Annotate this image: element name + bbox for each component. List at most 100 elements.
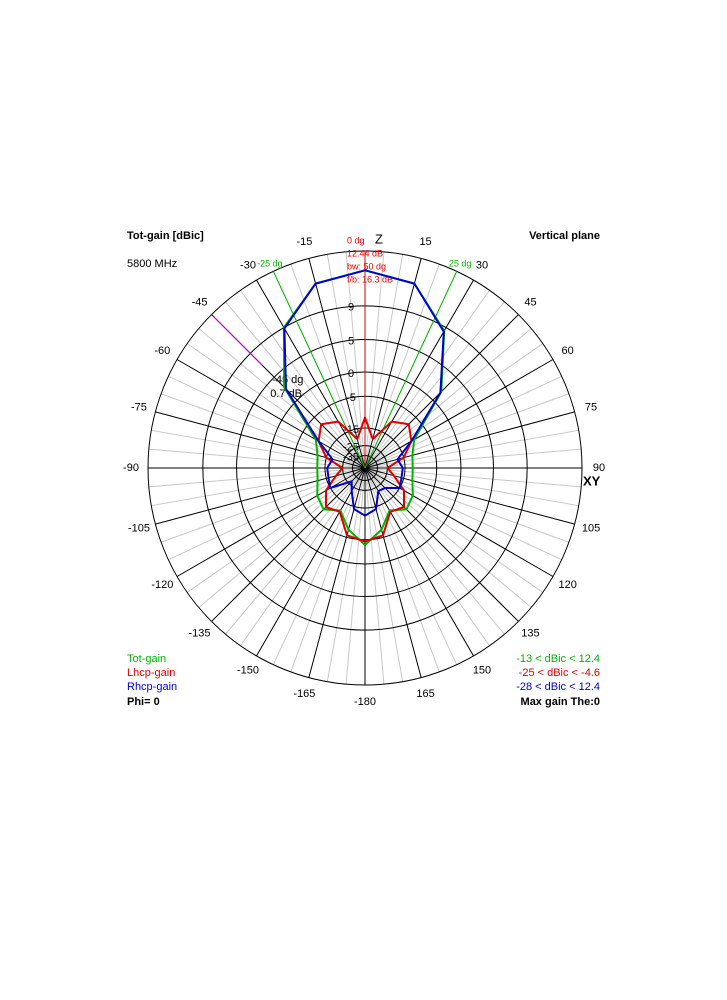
spoke <box>364 411 575 469</box>
r-tick-label: 9 <box>348 302 354 314</box>
r-tick-label: 5 <box>348 335 354 347</box>
legend-entry: Tot-gain <box>127 653 166 665</box>
minor-spoke <box>225 467 366 635</box>
max-gain-annotation: bw: 50 dg <box>347 261 386 271</box>
r-tick-label: -35 <box>343 451 359 463</box>
spoke <box>364 279 474 469</box>
beam-edge-label: 25 dg <box>449 258 472 268</box>
theta-tick-label: 45 <box>524 296 536 308</box>
minor-spoke <box>186 343 366 469</box>
minor-spoke <box>168 467 366 561</box>
minor-spoke <box>272 467 366 665</box>
theta-tick-label: -15 <box>296 236 312 248</box>
spoke <box>155 467 366 525</box>
max-gain-annotation: 0 dg <box>347 235 365 245</box>
minor-spoke <box>364 467 582 488</box>
minor-spoke <box>364 343 544 469</box>
minor-spoke <box>364 393 570 469</box>
legend-entry: Rhcp-gain <box>127 681 177 693</box>
plane-label: Vertical plane <box>529 230 600 242</box>
spoke <box>364 359 554 469</box>
spoke <box>308 467 366 678</box>
max-gain-annotation: f/b: 16.3 dB <box>347 274 393 284</box>
range-label: -13 < dBic < 12.4 <box>516 653 600 665</box>
minor-spoke <box>364 251 385 469</box>
minor-spoke <box>225 301 366 469</box>
minor-spoke <box>364 467 570 543</box>
minor-spoke <box>364 467 458 665</box>
minor-spoke <box>364 289 490 469</box>
beam-edge-label: -25 dg <box>257 258 283 268</box>
minor-spoke <box>364 328 532 469</box>
range-label: -28 < dBic < 12.4 <box>516 681 600 693</box>
minor-spoke <box>240 289 366 469</box>
spoke <box>256 279 366 469</box>
spoke <box>155 411 366 469</box>
minor-spoke <box>240 467 366 647</box>
spoke <box>364 467 554 577</box>
minor-spoke <box>364 467 385 685</box>
theta-tick-label: -60 <box>154 345 170 357</box>
spoke <box>364 467 474 657</box>
spoke <box>308 258 366 469</box>
chart-title: Tot-gain [dBic] <box>127 230 204 242</box>
spoke <box>256 467 366 657</box>
theta-tick-label: 15 <box>419 236 431 248</box>
beam-edge-line <box>272 271 366 469</box>
minor-spoke <box>326 467 366 682</box>
r-tick-label: -25 <box>343 442 359 454</box>
minor-spoke <box>160 393 366 469</box>
beam-edge-line <box>364 271 458 469</box>
r-tick-label: -15 <box>343 424 359 436</box>
minor-spoke <box>364 375 562 469</box>
spoke <box>364 467 575 525</box>
spoke <box>364 467 519 622</box>
theta-tick-label: -90 <box>123 462 139 474</box>
theta-tick-label: 105 <box>582 522 600 534</box>
theta-tick-label: -105 <box>128 522 150 534</box>
theta-tick-label: 60 <box>562 345 574 357</box>
frequency: 5800 MHz <box>127 258 177 270</box>
theta-tick-label: -165 <box>293 688 315 700</box>
pattern-curve <box>317 416 413 543</box>
theta-tick-label: -45 <box>192 296 208 308</box>
minor-spoke <box>168 375 366 469</box>
theta-tick-label: 75 <box>585 401 597 413</box>
minor-spoke <box>198 328 366 469</box>
minor-spoke <box>151 429 366 469</box>
minor-spoke <box>345 251 366 469</box>
theta-tick-label: 150 <box>473 665 491 677</box>
minor-spoke <box>160 467 366 543</box>
pattern-curve <box>283 269 445 517</box>
theta-tick-label: -135 <box>189 627 211 639</box>
theta-tick-label: 30 <box>476 259 488 271</box>
z-axis-label: Z <box>375 231 383 246</box>
theta-tick-label: -120 <box>151 579 173 591</box>
cursor-angle: -45 dg <box>272 374 303 386</box>
minor-spoke <box>364 301 505 469</box>
cursor-line <box>214 317 263 366</box>
spoke <box>176 359 366 469</box>
spoke <box>211 467 366 622</box>
theta-tick-label: -180 <box>354 696 376 708</box>
r-tick-label: -5 <box>346 392 356 404</box>
minor-spoke <box>364 467 532 608</box>
minor-spoke <box>364 467 505 635</box>
minor-spoke <box>364 467 404 682</box>
minor-spoke <box>364 429 579 469</box>
minor-spoke <box>364 467 490 647</box>
minor-spoke <box>364 467 562 561</box>
spoke <box>364 467 422 678</box>
minor-spoke <box>151 467 366 507</box>
max-gain-label: Max gain The:0 <box>521 696 600 708</box>
minor-spoke <box>198 467 366 608</box>
minor-spoke <box>186 467 366 593</box>
theta-tick-label: -75 <box>131 401 147 413</box>
theta-tick-label: -150 <box>237 665 259 677</box>
phi-label: Phi= 0 <box>127 696 160 708</box>
max-gain-annotation: 12.44 dB <box>347 248 383 258</box>
legend-entry: Lhcp-gain <box>127 667 175 679</box>
theta-tick-label: -30 <box>240 259 256 271</box>
range-label: -25 < dBic < -4.6 <box>519 667 600 679</box>
